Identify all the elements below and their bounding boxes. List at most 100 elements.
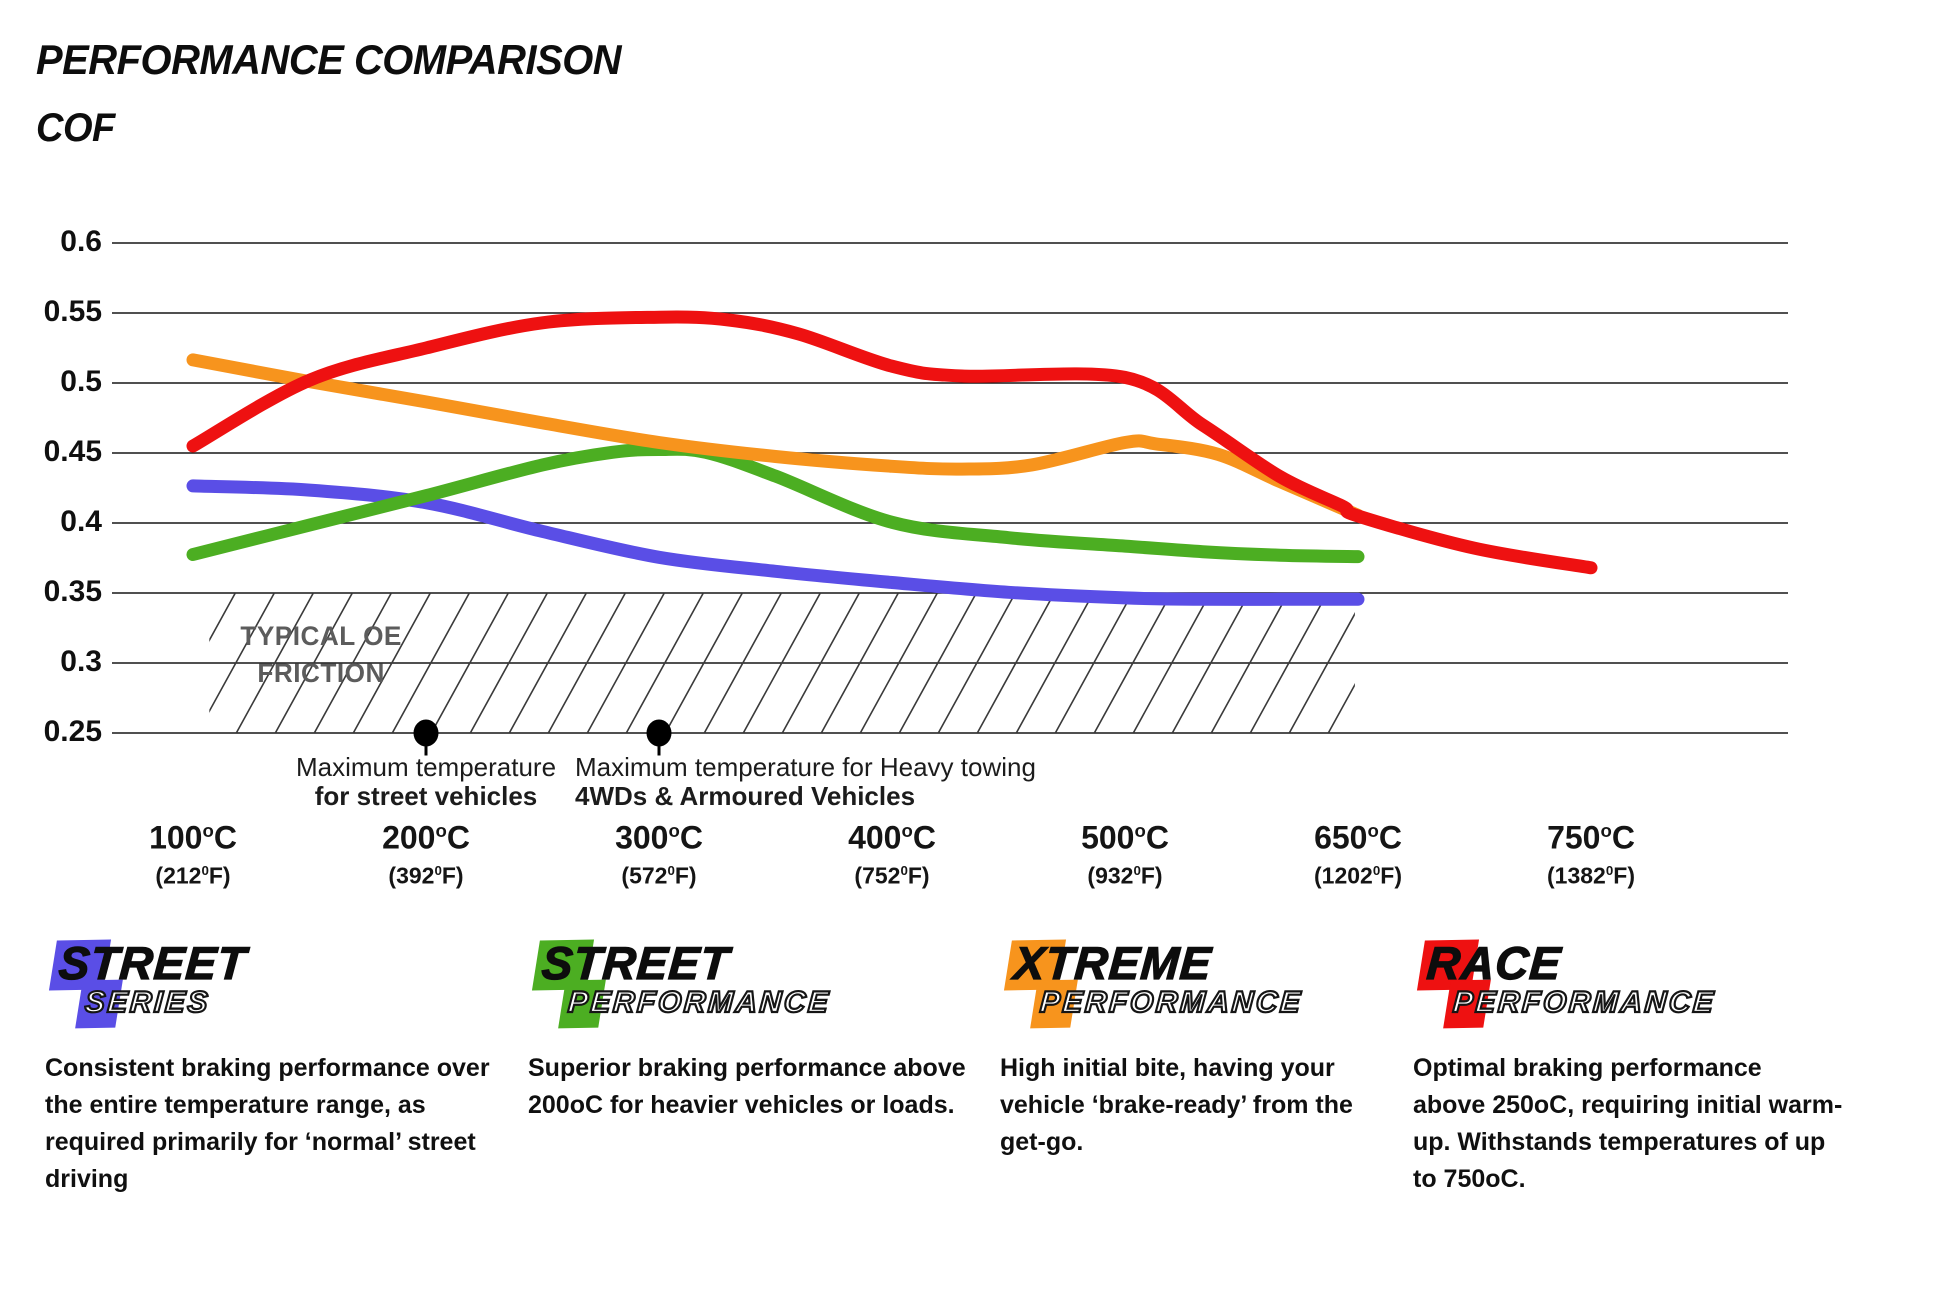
x-tick-fahrenheit: (5720F) [621,862,697,889]
brand-description-line: Optimal braking performance [1413,1054,1762,1082]
hatch-line [209,593,237,642]
hatch-line [274,593,354,733]
hatch-line [586,593,666,733]
hatch-line [820,593,900,733]
hatch-line [703,593,783,733]
line-street-performance [186,442,1365,564]
page-title: PERFORMANCE COMPARISON [36,36,622,83]
hatch-line [937,593,1017,733]
hatch-line [664,593,744,733]
x-tick-label: 100oC (2120F) [149,815,237,888]
oe-friction-label-line: FRICTION [257,658,385,688]
hatch-line [1210,593,1290,733]
line-street-series [186,479,1365,606]
brand-description-line: get-go. [1000,1128,1084,1156]
x-tick-celsius: 650oC [1314,819,1402,856]
brand-logo: STREET PERFORMANCE [528,936,966,1038]
y-tick-label: 0.5 [60,365,102,398]
oe-friction-hatch [209,593,1355,733]
brand-description-line: to 750oC. [1413,1165,1526,1193]
x-tick-fahrenheit: (9320F) [1087,862,1163,889]
hatch-line [781,593,861,733]
brand-word-primary: RACE [1425,936,1564,989]
x-tick-label: 750oC (13820F) [1547,815,1635,888]
hatch-line [976,593,1056,733]
y-axis-title: COF [36,106,115,150]
hatch-line [547,593,627,733]
hatch-line [508,593,588,733]
max-temp-annotation-2: Maximum temperature for Heavy towing 4WDs… [575,753,1036,811]
x-tick-label: 400oC (7520F) [848,815,936,888]
y-tick-label: 0.35 [43,575,102,608]
brand-description: High initial bite, having your vehicle ‘b… [1000,1050,1353,1161]
brand-word-primary: XTREME [1012,936,1215,989]
x-tick-fahrenheit: (3920F) [388,862,464,889]
brand-word-secondary: PERFORMANCE [1451,985,1718,1020]
annotation-line: 4WDs & Armoured Vehicles [575,781,916,811]
hatch-line [1054,593,1134,733]
hatch-line [235,593,315,733]
hatch-line [1171,593,1251,733]
line-xtreme-performance [186,353,1365,522]
x-tick-fahrenheit: (2120F) [155,862,231,889]
x-tick-fahrenheit: (7520F) [854,862,930,889]
hatch-line [391,593,471,733]
x-tick-celsius: 750oC [1547,819,1635,856]
y-tick-label: 0.4 [60,505,102,538]
x-tick-celsius: 500oC [1081,819,1169,856]
brand-column-street-series: STREET SERIES Consistent braking performan… [45,936,490,1198]
x-tick-celsius: 300oC [615,819,703,856]
brand-column-street-performance: STREET PERFORMANCE Superior braking perfor… [528,936,966,1124]
brand-description-line: above 250oC, requiring initial warm- [1413,1091,1843,1119]
x-tick-label: 500oC (9320F) [1081,815,1169,888]
brand-description-line: the entire temperature range, as [45,1091,426,1119]
x-tick-fahrenheit: (12020F) [1314,862,1402,889]
hatch-line [352,593,432,733]
y-tick-label: 0.6 [60,225,102,258]
x-tick-label: 650oC (12020F) [1314,815,1402,888]
y-tick-label: 0.55 [43,295,102,328]
annotation-line: Maximum temperature for Heavy towing [575,752,1036,782]
brand-description-line: Consistent braking performance over [45,1054,490,1082]
hatch-line [625,593,705,733]
hatch-line [209,593,276,713]
hatch-line [898,593,978,733]
brand-column-xtreme-performance: XTREME PERFORMANCE High initial bite, havi… [1000,936,1353,1161]
x-tick-celsius: 200oC [382,819,470,856]
brand-column-race-performance: RACE PERFORMANCE Optimal braking performan… [1413,936,1843,1198]
brand-description-line: required primarily for ‘normal’ street [45,1128,476,1156]
brand-word-primary: STREET [57,936,249,989]
brand-description-line: driving [45,1165,129,1193]
brand-description-line: Superior braking performance above [528,1054,966,1082]
x-tick-label: 300oC (5720F) [615,815,703,888]
x-tick-celsius: 400oC [848,819,936,856]
max-temp-annotation-1: Maximum temperature for street vehicles [196,753,656,811]
brand-description: Superior braking performance above 200oC … [528,1050,966,1124]
hatch-line [469,593,549,733]
brand-description-line: up. Withstands temperatures of up [1413,1128,1826,1156]
hatch-line [1288,612,1355,733]
brand-description-line: 200oC for heavier vehicles or loads. [528,1091,955,1119]
hatch-line [1249,593,1329,733]
brand-word-secondary: PERFORMANCE [566,985,833,1020]
hatch-line [1015,593,1095,733]
brand-description-line: High initial bite, having your [1000,1054,1335,1082]
brand-word-secondary: SERIES [83,985,213,1020]
hatch-line [430,593,510,733]
oe-friction-label-line: TYPICAL OE [240,621,402,651]
x-tick-celsius: 100oC [149,819,237,856]
brand-logo: XTREME PERFORMANCE [1000,936,1353,1038]
oe-friction-label: TYPICAL OE FRICTION [212,618,430,692]
brand-word-primary: STREET [540,936,732,989]
brand-description-line: vehicle ‘brake-ready’ from the [1000,1091,1353,1119]
hatch-line [1132,593,1212,733]
y-tick-label: 0.3 [60,645,102,678]
hatch-line [1327,683,1355,733]
annotation-dot-1 [413,719,439,747]
y-tick-label: 0.25 [43,715,102,748]
x-tick-fahrenheit: (13820F) [1547,862,1635,889]
line-race-performance [186,310,1598,575]
brand-description: Consistent braking performance over the e… [45,1050,490,1198]
